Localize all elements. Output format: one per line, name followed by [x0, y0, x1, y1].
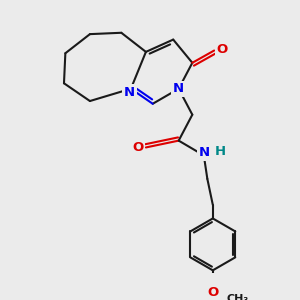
- Text: O: O: [207, 286, 218, 299]
- Text: O: O: [132, 142, 143, 154]
- Text: O: O: [217, 43, 228, 56]
- Text: H: H: [215, 145, 226, 158]
- Text: N: N: [173, 82, 184, 95]
- Text: CH₃: CH₃: [226, 294, 248, 300]
- Text: N: N: [124, 85, 135, 98]
- Text: N: N: [199, 146, 210, 159]
